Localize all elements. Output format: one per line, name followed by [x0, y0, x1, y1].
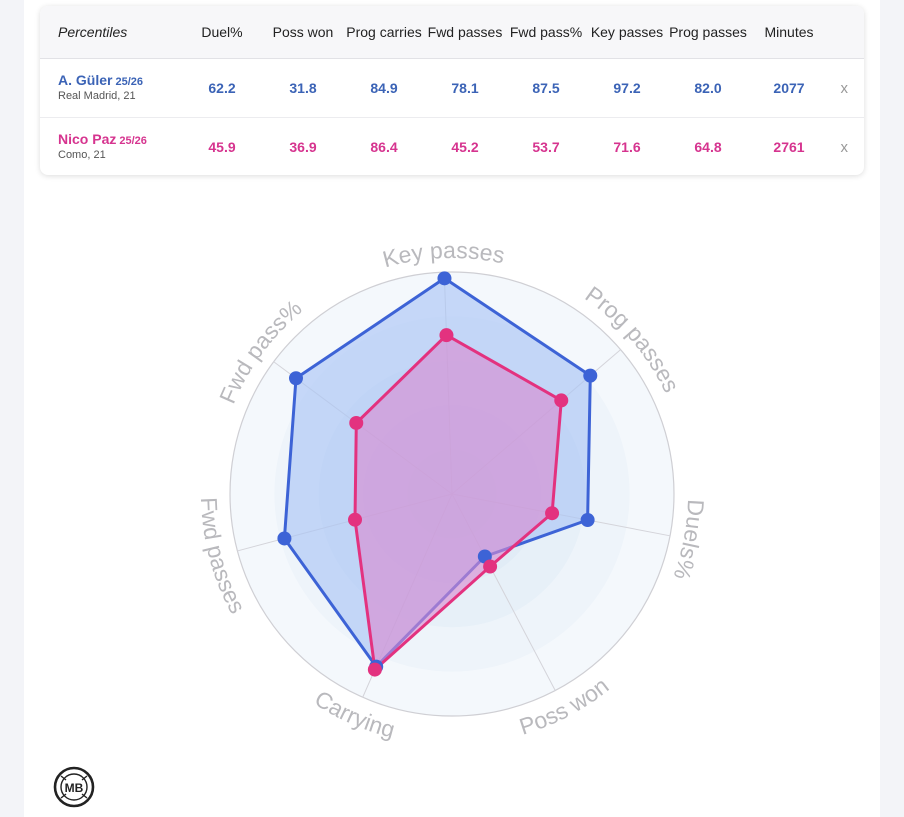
cell-fwd-pass-pct: 53.7 — [532, 139, 560, 155]
cell-prog-carries: 86.4 — [370, 139, 398, 155]
radar-outline — [229, 271, 675, 717]
axis-label: Duels% — [669, 499, 710, 583]
player-team: Como, 21 — [58, 149, 106, 161]
data-point — [348, 512, 363, 527]
cell-duel: 45.9 — [208, 139, 236, 155]
col-minutes[interactable]: Minutes — [764, 23, 814, 40]
percentiles-table: Percentiles Duel% Poss won Prog carries … — [40, 6, 864, 175]
player-name: Nico Paz 25/26 — [58, 131, 147, 147]
cell-poss-won: 31.8 — [289, 80, 317, 96]
data-point — [439, 328, 454, 343]
player-season: 25/26 — [115, 76, 143, 88]
mb-logo: MB — [53, 766, 95, 808]
cell-minutes: 2077 — [773, 80, 805, 96]
cell-prog-carries: 84.9 — [370, 80, 398, 96]
cell-fwd-pass-pct: 87.5 — [532, 80, 560, 96]
logo-text: MB — [65, 781, 84, 795]
data-point — [545, 506, 560, 521]
remove-player-button[interactable]: x — [840, 79, 849, 97]
data-point — [277, 531, 292, 546]
col-fwd-passes[interactable]: Fwd passes — [427, 23, 503, 40]
data-point — [288, 371, 303, 386]
player-season: 25/26 — [119, 135, 147, 147]
data-point — [554, 393, 569, 408]
cell-prog-passes: 82.0 — [694, 80, 722, 96]
player-name-text: A. Güler — [58, 72, 113, 88]
cell-fwd-passes: 45.2 — [451, 139, 479, 155]
data-point — [483, 559, 498, 574]
axis-label-text: Duels% — [669, 499, 710, 583]
series-area-paz — [353, 333, 563, 672]
cell-minutes: 2761 — [773, 139, 805, 155]
cell-key-passes: 71.6 — [613, 139, 641, 155]
cell-fwd-passes: 78.1 — [451, 80, 479, 96]
col-fwd-pass-pct[interactable]: Fwd pass% — [509, 23, 583, 40]
cell-key-passes: 97.2 — [613, 80, 641, 96]
col-prog-carries[interactable]: Prog carries — [346, 23, 422, 40]
col-key-passes[interactable]: Key passes — [590, 23, 664, 40]
remove-player-button[interactable]: x — [840, 138, 849, 156]
col-duel[interactable]: Duel% — [201, 23, 243, 40]
table-row: Nico Paz 25/26 Como, 21 45.9 36.9 86.4 45… — [40, 118, 864, 175]
table-header: Percentiles Duel% Poss won Prog carries … — [40, 6, 864, 59]
data-point — [437, 271, 452, 286]
axis-label-text: Key passes — [380, 237, 507, 272]
data-point — [349, 415, 364, 430]
data-point — [367, 662, 382, 677]
player-team: Real Madrid, 21 — [58, 90, 136, 102]
data-point — [580, 513, 595, 528]
cell-duel: 62.2 — [208, 80, 236, 96]
player-name: A. Güler 25/26 — [58, 72, 143, 88]
col-prog-passes[interactable]: Prog passes — [669, 23, 747, 40]
cell-poss-won: 36.9 — [289, 139, 317, 155]
player-name-text: Nico Paz — [58, 131, 117, 147]
data-point — [583, 368, 598, 383]
col-poss-won[interactable]: Poss won — [272, 23, 334, 40]
header-percentiles: Percentiles — [58, 23, 128, 40]
axis-label: Key passes — [380, 237, 507, 272]
cell-prog-passes: 64.8 — [694, 139, 722, 155]
table-row: A. Güler 25/26 Real Madrid, 21 62.2 31.8 … — [40, 59, 864, 118]
